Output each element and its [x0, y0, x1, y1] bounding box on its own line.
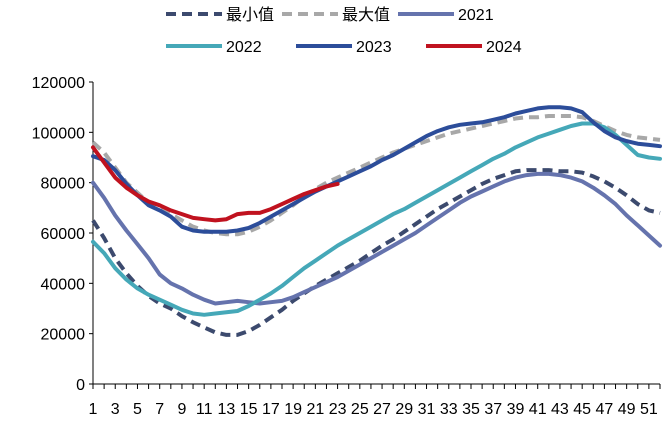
series-line	[91, 114, 661, 237]
x-tick-label: 25	[351, 401, 369, 418]
x-tick-label: 37	[484, 401, 502, 418]
x-tick-label: 43	[551, 401, 569, 418]
x-tick-label: 47	[596, 401, 614, 418]
y-tick-label: 80000	[41, 176, 86, 193]
x-tick-label: 41	[529, 401, 547, 418]
series-line	[91, 168, 661, 337]
x-tick-label: 9	[177, 401, 186, 418]
x-tick-label: 23	[329, 401, 347, 418]
y-tick-label: 120000	[32, 75, 85, 92]
x-tick-label: 5	[133, 401, 142, 418]
legend: 最小值 最大值 2021 2022 2023 2024	[166, 6, 522, 56]
x-tick-label: 19	[284, 401, 302, 418]
x-tick-label: 3	[111, 401, 120, 418]
y-tick-label: 40000	[41, 276, 86, 293]
x-tick-label: 35	[462, 401, 480, 418]
y-tick-label: 100000	[32, 125, 85, 142]
y-tick-label: 20000	[41, 327, 86, 344]
x-tick-label: 27	[373, 401, 391, 418]
x-tick-label: 33	[440, 401, 458, 418]
x-tick-label: 49	[618, 401, 636, 418]
x-tick-label: 17	[262, 401, 280, 418]
legend-label: 2022	[226, 39, 262, 56]
series-line	[91, 121, 662, 317]
y-tick-label: 60000	[41, 226, 86, 243]
x-tick-label: 39	[507, 401, 525, 418]
x-tick-label: 7	[155, 401, 164, 418]
series-line	[91, 145, 340, 223]
x-tick-label: 45	[573, 401, 591, 418]
x-tick-label: 21	[306, 401, 324, 418]
legend-label: 2024	[486, 39, 522, 56]
legend-label: 最小值	[226, 6, 274, 24]
x-tick-label: 31	[418, 401, 436, 418]
x-tick-label: 1	[89, 401, 98, 418]
y-tick-label: 0	[76, 377, 85, 394]
legend-label: 2023	[356, 39, 392, 56]
legend-label: 2021	[458, 7, 494, 24]
series-line	[91, 171, 662, 306]
x-tick-label: 13	[218, 401, 236, 418]
x-tick-label: 51	[640, 401, 658, 418]
x-tick-label: 29	[395, 401, 413, 418]
x-tick-label: 11	[196, 401, 213, 418]
x-tick-label: 15	[240, 401, 258, 418]
series-line	[91, 105, 662, 234]
legend-label: 最大值	[342, 6, 390, 24]
series-layer	[91, 105, 662, 337]
